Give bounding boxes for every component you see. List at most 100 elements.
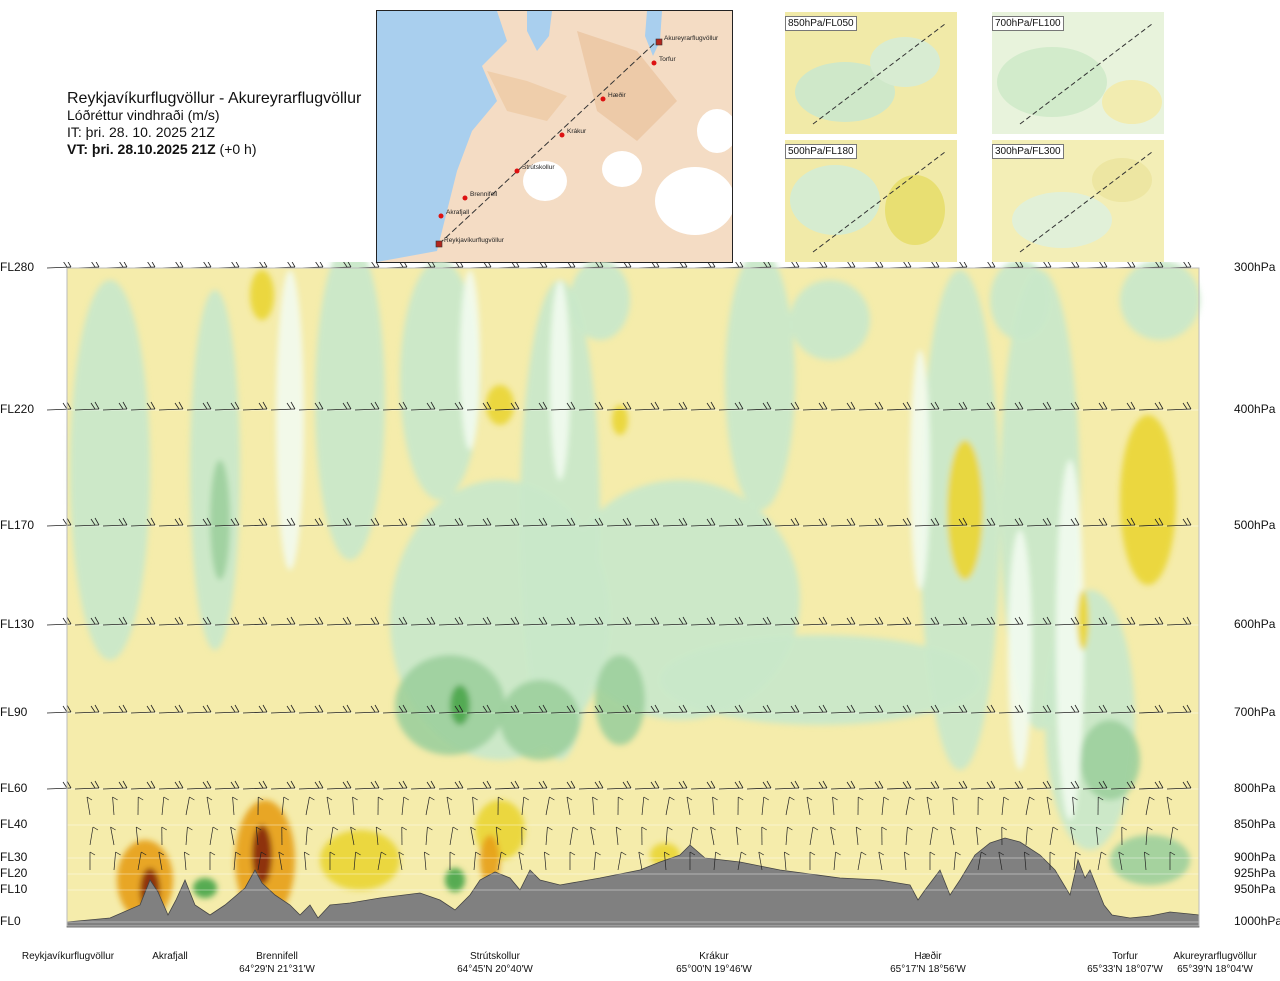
wind-barb — [830, 401, 856, 411]
wind-barb — [634, 616, 660, 626]
wind-barb — [329, 826, 339, 846]
wind-barb — [686, 796, 693, 816]
wind-barb — [802, 780, 828, 790]
valid-time-bold: VT: þri. 28.10.2025 21Z — [67, 141, 216, 157]
wind-barb — [809, 851, 816, 870]
wind-barb — [466, 401, 492, 411]
velocity-contour — [570, 262, 630, 340]
wind-barb — [1025, 796, 1035, 816]
wind-barb — [802, 517, 828, 527]
wind-barb — [886, 616, 912, 626]
wind-barb — [1110, 517, 1136, 527]
wind-barb — [886, 401, 912, 411]
wind-barb — [1138, 704, 1164, 714]
wind-barb — [410, 517, 436, 527]
wind-barb — [1169, 851, 1176, 870]
wind-barb — [186, 704, 212, 714]
wind-barb — [270, 780, 296, 790]
wind-barb — [255, 826, 262, 846]
wind-barb — [606, 401, 632, 411]
wind-barb — [665, 796, 675, 816]
wind-barb — [914, 262, 940, 269]
wind-barb — [905, 826, 913, 846]
wind-barb — [110, 826, 116, 846]
wind-barb — [186, 780, 212, 790]
wind-barb — [130, 401, 156, 411]
chart-title-block: Reykjavíkurflugvöllur - Akureyrarflugvöl… — [67, 90, 361, 158]
wind-barb — [382, 262, 408, 269]
wind-barb — [497, 851, 507, 871]
wind-barb — [1138, 517, 1164, 527]
wind-barb — [809, 826, 819, 846]
waypoint-marker — [462, 195, 468, 201]
mini-map-label: 500hPa/FL180 — [785, 144, 857, 159]
wind-barb — [942, 401, 968, 411]
wind-barb — [952, 796, 958, 816]
wind-barb — [785, 796, 795, 816]
wind-barb — [352, 796, 358, 816]
wind-barb — [998, 780, 1024, 790]
wind-barb — [881, 826, 887, 846]
wind-barb — [298, 616, 324, 626]
wind-barb — [522, 704, 548, 714]
velocity-contour — [1080, 720, 1140, 800]
wind-barb — [886, 780, 912, 790]
wind-barb — [130, 262, 156, 269]
velocity-contour — [1120, 262, 1200, 340]
wind-barb — [718, 616, 744, 626]
wind-barb — [592, 796, 598, 816]
wind-barb — [410, 401, 436, 411]
wind-barb — [401, 796, 409, 816]
wind-barb — [350, 826, 356, 846]
waypoint-coordinates: 65°00'N 19°46'W — [676, 964, 752, 975]
mini-map-500-svg — [785, 140, 957, 262]
wind-barb — [130, 517, 156, 527]
wind-barb — [135, 826, 142, 846]
wind-barb — [158, 780, 184, 790]
wind-barb — [102, 262, 128, 269]
wind-barb — [914, 780, 940, 790]
wind-barb — [858, 704, 884, 714]
wind-barb — [270, 401, 296, 411]
mini-map-850: 850hPa/FL050 — [785, 12, 957, 134]
wind-barb — [857, 851, 867, 871]
wind-barb — [929, 851, 936, 870]
wind-barb — [970, 262, 996, 269]
wind-barb — [774, 780, 800, 790]
wind-barb — [802, 401, 828, 411]
wind-barb — [641, 826, 647, 846]
wind-barb — [634, 780, 660, 790]
airport-marker — [435, 240, 443, 248]
variable-subtitle: Lóðréttur vindhraði (m/s) — [67, 107, 220, 123]
wind-barb — [354, 780, 380, 790]
wind-barb — [186, 401, 212, 411]
wind-barb — [214, 517, 240, 527]
wind-barb — [878, 851, 884, 871]
valid-time: VT: þri. 28.10.2025 21Z (+0 h) — [67, 141, 361, 158]
wind-barb — [382, 704, 408, 714]
wind-barb — [970, 616, 996, 626]
mini-map-label: 300hPa/FL300 — [992, 144, 1064, 159]
wind-barb — [970, 704, 996, 714]
wind-barb — [970, 517, 996, 527]
velocity-contour — [790, 280, 870, 360]
map-waypoint-label: Strútskollur — [522, 164, 555, 171]
waypoint-label: Strútskollur 64°45'N 20°40'W — [435, 950, 555, 976]
wind-barb — [1145, 826, 1153, 846]
waypoint-name: Brennifell — [256, 951, 298, 962]
wind-barb — [886, 704, 912, 714]
velocity-contour — [276, 270, 304, 570]
wind-barb — [914, 401, 940, 411]
wind-barb — [473, 851, 481, 871]
wind-barb — [1118, 851, 1124, 871]
wind-barb — [638, 851, 644, 871]
waypoint-name: Hæðir — [914, 951, 942, 962]
wind-barb — [886, 262, 912, 269]
wind-barb — [425, 826, 433, 846]
pressure-level-label: 400hPa — [1234, 402, 1276, 416]
wind-barb — [690, 780, 716, 790]
wind-barb — [472, 796, 478, 816]
wind-barb — [1046, 796, 1053, 816]
wind-barb — [1049, 851, 1056, 870]
wind-barb — [522, 780, 548, 790]
